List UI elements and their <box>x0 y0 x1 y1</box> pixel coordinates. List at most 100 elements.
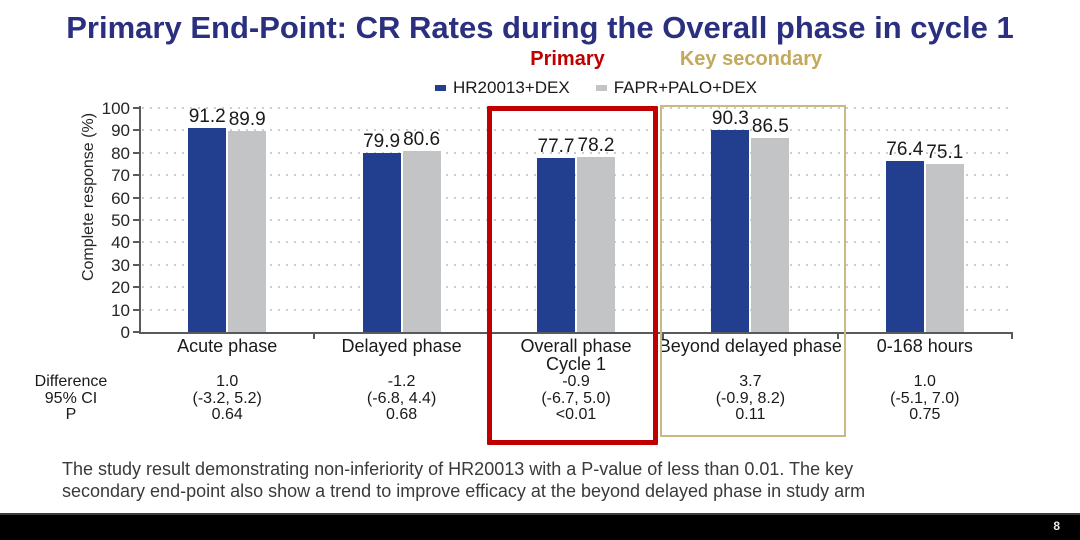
y-tick-mark <box>133 308 140 311</box>
gridline <box>142 151 1014 154</box>
bar-fapr <box>751 138 790 332</box>
y-tick-label: 20 <box>111 278 130 298</box>
y-tick-label: 50 <box>111 211 130 230</box>
category-label-line: Overall phase <box>520 336 632 356</box>
category-label-line: Acute phase <box>177 336 278 356</box>
stats-row-labels: Difference 95% CI P <box>15 373 127 424</box>
stats-value-difference: 3.7 <box>739 373 762 390</box>
bar-value-label: 80.6 <box>403 129 441 151</box>
y-tick-mark <box>133 219 140 221</box>
key-secondary-box <box>660 105 846 437</box>
y-tick-label: 0 <box>120 323 130 342</box>
bar-fapr <box>402 151 441 332</box>
y-tick-label: 60 <box>111 188 130 208</box>
bar-value-label: 86.5 <box>751 116 789 138</box>
stats-column: 1.0 (-3.2, 5.2) 0.64 <box>134 373 320 424</box>
primary-endpoint-label: Primary <box>530 48 605 70</box>
stats-value-ci: (-6.7, 5.0) <box>541 389 611 407</box>
y-tick-mark <box>133 129 140 132</box>
stats-value-p: 0.75 <box>909 406 941 423</box>
y-tick-mark <box>133 286 140 289</box>
stats-column: 3.7 (-0.9, 8.2) 0.11 <box>657 373 843 424</box>
bar-hr20013 <box>885 160 924 332</box>
category-label: Overall phase Cycle 1 <box>483 337 669 373</box>
bar-fapr <box>925 163 964 332</box>
x-tick-mark <box>662 334 665 339</box>
stats-value-difference: -1.2 <box>387 373 416 390</box>
stats-value-ci: (-0.9, 8.2) <box>715 389 786 407</box>
x-tick-mark <box>836 334 839 339</box>
stats-row-label: Difference <box>34 373 108 390</box>
y-tick-mark <box>133 263 140 266</box>
y-tick-mark <box>133 174 140 177</box>
primary-endpoint-box <box>487 106 658 445</box>
stats-column: -1.2 (-6.8, 4.4) 0.68 <box>308 373 494 424</box>
stats-value-ci: (-5.1, 7.0) <box>890 389 960 407</box>
y-tick-mark <box>133 241 140 244</box>
y-tick-label: 90 <box>111 121 130 141</box>
category-label-line: 0-168 hours <box>876 336 973 356</box>
bar-hr20013 <box>362 153 401 332</box>
chart-legend: HR20013+DEX FAPR+PALO+DEX <box>56 78 1080 98</box>
x-axis <box>139 332 1013 334</box>
footnote-line: The study result demonstrating non-infer… <box>62 459 854 479</box>
bar-fapr <box>577 156 615 332</box>
stats-value-ci: (-6.8, 4.4) <box>366 389 437 407</box>
y-tick-label: 100 <box>101 99 130 118</box>
stats-value-difference: 1.0 <box>216 373 239 390</box>
footnote: The study result demonstrating non-infer… <box>62 458 992 502</box>
category-label-line: Delayed phase <box>341 336 462 356</box>
page-title: Primary End-Point: CR Rates during the O… <box>66 10 1014 45</box>
category-label: 0-168 hours <box>832 337 1018 355</box>
x-tick-mark <box>313 334 316 339</box>
bar-value-label: 77.7 <box>537 135 575 157</box>
footnote-line: secondary end-point also show a trend to… <box>62 481 866 501</box>
stats-value-difference: 1.0 <box>913 373 936 390</box>
x-tick-mark <box>1011 334 1013 339</box>
stats-value-difference: -0.9 <box>562 373 590 390</box>
y-tick-label: 10 <box>111 300 130 320</box>
bar-value-label: 76.4 <box>886 138 924 160</box>
stats-value-p: 0.11 <box>735 406 766 423</box>
page-number: 8 <box>1053 519 1060 533</box>
legend-item-hr20013: HR20013+DEX <box>434 78 570 98</box>
y-tick-mark <box>133 331 140 333</box>
stats-value-ci: (-3.2, 5.2) <box>192 389 262 407</box>
category-label: Delayed phase <box>308 337 494 355</box>
legend-label: FAPR+PALO+DEX <box>613 78 758 97</box>
category-label: Acute phase <box>134 337 320 355</box>
bar-value-label: 91.2 <box>188 105 226 127</box>
category-label-line: Cycle 1 <box>545 354 606 374</box>
y-tick-label: 30 <box>111 255 130 275</box>
stats-column: -0.9 (-6.7, 5.0) <0.01 <box>483 373 669 424</box>
bar-hr20013 <box>711 129 750 332</box>
stats-row-label: 95% CI <box>44 389 98 407</box>
legend-item-fapr: FAPR+PALO+DEX <box>595 78 758 98</box>
bar-fapr <box>228 130 267 332</box>
y-tick-label: 70 <box>111 166 130 186</box>
y-tick-mark <box>133 151 140 154</box>
y-tick-mark <box>133 196 140 199</box>
bar-hr20013 <box>537 157 575 332</box>
stats-value-p: 0.64 <box>211 406 243 423</box>
y-tick-label: 40 <box>111 233 130 253</box>
key-secondary-label: Key secondary <box>679 48 823 70</box>
legend-swatch-gray <box>595 85 607 91</box>
bar-value-label: 89.9 <box>228 108 266 130</box>
stats-column: 1.0 (-5.1, 7.0) 0.75 <box>832 373 1018 424</box>
gridline <box>142 129 1014 132</box>
legend-label: HR20013+DEX <box>452 78 570 97</box>
bar-value-label: 90.3 <box>711 107 749 129</box>
stats-value-p: <0.01 <box>555 406 597 423</box>
y-axis <box>139 106 141 334</box>
bar-value-label: 75.1 <box>926 141 964 163</box>
bar-value-label: 79.9 <box>363 131 401 153</box>
stats-row-label: P <box>65 406 77 423</box>
y-tick-mark <box>133 107 140 109</box>
footer-bar <box>0 513 1080 540</box>
bar-value-label: 78.2 <box>577 134 615 156</box>
stats-value-p: 0.68 <box>386 406 418 423</box>
bar-hr20013 <box>188 127 227 332</box>
legend-swatch-blue <box>434 85 446 91</box>
